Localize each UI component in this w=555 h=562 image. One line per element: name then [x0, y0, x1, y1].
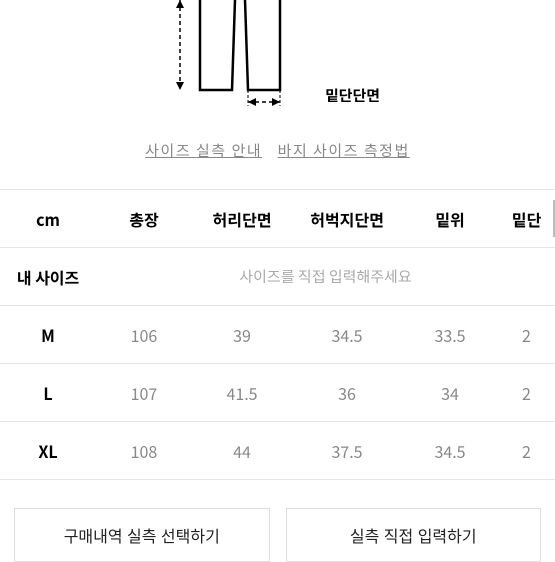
col-header: 허벅지단면 — [292, 190, 402, 248]
measure-guide-link[interactable]: 바지 사이즈 측정법 — [278, 140, 410, 161]
pants-outline — [160, 0, 320, 115]
size-cell: 108 — [96, 422, 192, 480]
action-buttons: 구매내역 실측 선택하기 실측 직접 입력하기 — [0, 480, 555, 562]
size-cell: 107 — [96, 364, 192, 422]
table-header-row: cm 총장 허리단면 허벅지단면 밑위 밑단 — [0, 190, 555, 248]
size-cell: 106 — [96, 306, 192, 364]
my-size-row[interactable]: 내 사이즈 사이즈를 직접 입력해주세요 — [0, 248, 555, 306]
size-cell: 41.5 — [192, 364, 292, 422]
select-history-button[interactable]: 구매내역 실측 선택하기 — [14, 508, 270, 562]
size-cell: 34.5 — [292, 306, 402, 364]
size-cell: 37.5 — [292, 422, 402, 480]
guide-links: 사이즈 실측 안내 바지 사이즈 측정법 — [0, 125, 555, 189]
size-label: L — [0, 364, 96, 422]
direct-input-button[interactable]: 실측 직접 입력하기 — [286, 508, 542, 562]
size-guide-link[interactable]: 사이즈 실측 안내 — [145, 140, 262, 161]
size-cell: 2 — [498, 306, 555, 364]
size-cell: 34 — [402, 364, 498, 422]
size-cell: 44 — [192, 422, 292, 480]
size-cell: 36 — [292, 364, 402, 422]
col-header: 총장 — [96, 190, 192, 248]
size-cell: 33.5 — [402, 306, 498, 364]
size-cell: 2 — [498, 364, 555, 422]
my-size-label: 내 사이즈 — [0, 248, 96, 306]
col-header: 밑위 — [402, 190, 498, 248]
size-label: M — [0, 306, 96, 364]
size-cell: 39 — [192, 306, 292, 364]
size-row: M 106 39 34.5 33.5 2 — [0, 306, 555, 364]
pants-diagram: 밑단단면 — [0, 0, 555, 125]
size-row: L 107 41.5 36 34 2 — [0, 364, 555, 422]
size-cell: 34.5 — [402, 422, 498, 480]
size-row: XL 108 44 37.5 34.5 2 — [0, 422, 555, 480]
hem-label: 밑단단면 — [325, 85, 380, 106]
size-cell: 2 — [498, 422, 555, 480]
size-table: cm 총장 허리단면 허벅지단면 밑위 밑단 내 사이즈 사이즈를 직접 입력해… — [0, 189, 555, 480]
size-label: XL — [0, 422, 96, 480]
my-size-placeholder[interactable]: 사이즈를 직접 입력해주세요 — [96, 248, 555, 306]
col-header: 허리단면 — [192, 190, 292, 248]
unit-header: cm — [0, 190, 96, 248]
col-header: 밑단 — [498, 190, 555, 248]
